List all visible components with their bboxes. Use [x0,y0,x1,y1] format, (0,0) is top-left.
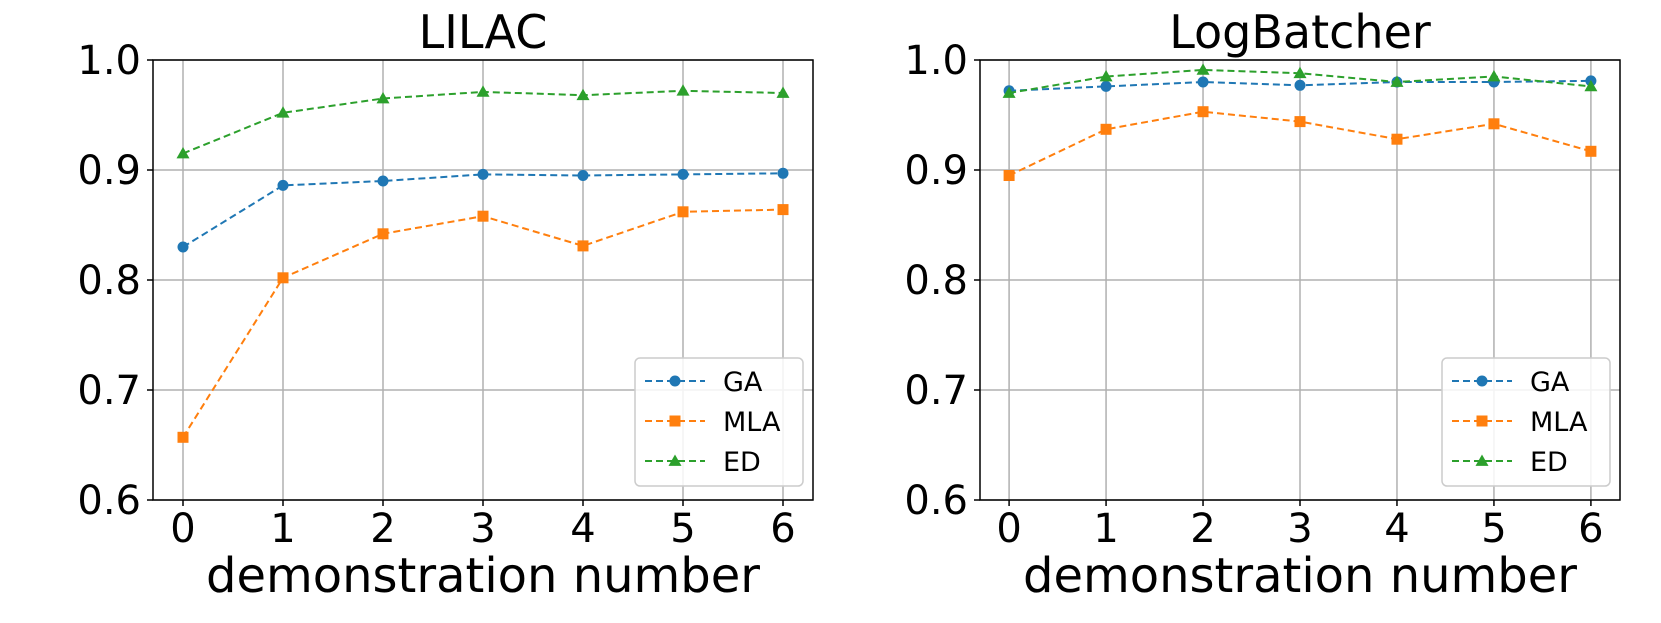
data-point [478,169,489,180]
chart-panel-1: 0 1 2 3 4 5 6 0.6 0.7 0.8 0.9 1.0 LogBatcher demonstr… [904,5,1620,604]
x-tick-label: 4 [570,506,595,552]
data-point [378,176,389,187]
data-point [677,84,690,95]
legend-label: MLA [723,407,781,438]
x-tick-label: 2 [1190,506,1215,552]
data-point [1101,81,1112,92]
chart-title: LILAC [419,5,548,59]
x-tick-label: 5 [670,506,695,552]
y-tick-label: 0.9 [904,148,968,194]
x-tick-label: 3 [1287,506,1312,552]
data-point [1198,106,1209,117]
data-point [578,240,589,251]
data-point [178,242,189,253]
x-tick-label: 5 [1481,506,1506,552]
data-point [678,206,689,217]
x-tick-label: 3 [470,506,495,552]
data-point [1391,134,1402,145]
data-point [378,228,389,239]
x-tick-label: 2 [370,506,395,552]
legend-label: ED [723,447,761,478]
y-tick-label: 0.9 [77,148,141,194]
y-tick-label: 0.6 [77,478,141,524]
data-point [778,204,789,215]
legend-marker [1477,416,1488,427]
data-point [778,168,789,179]
chart-panel-0: 0 1 2 3 4 5 6 0.6 0.7 0.8 0.9 1.0 LILAC demonstration… [77,5,813,604]
data-point [1585,146,1596,157]
data-point [478,211,489,222]
legend-marker [1477,376,1488,387]
x-tick-label: 0 [170,506,195,552]
y-tick-label: 1.0 [904,38,968,84]
data-point [1101,124,1112,135]
legend-label: GA [723,367,763,398]
data-point [178,432,189,443]
data-point [578,170,589,181]
legend: GA MLA ED [1442,358,1610,486]
data-point [1004,170,1015,181]
y-tick-label: 0.8 [77,258,141,304]
x-tick-label: 6 [1578,506,1603,552]
data-point [278,272,289,283]
legend-label: MLA [1530,407,1588,438]
data-point [1295,80,1306,91]
data-point [1295,116,1306,127]
x-axis-label: demonstration number [1023,548,1577,604]
x-tick-label: 1 [1093,506,1118,552]
x-tick-label: 1 [270,506,295,552]
x-tick-label: 6 [770,506,795,552]
data-point [1488,118,1499,129]
data-point [777,87,790,98]
y-tick-label: 0.7 [77,368,141,414]
data-point [1198,77,1209,88]
data-point [278,180,289,191]
y-tick-label: 0.8 [904,258,968,304]
legend-label: ED [1530,447,1568,478]
y-tick-label: 0.7 [904,368,968,414]
chart-title: LogBatcher [1169,5,1431,59]
legend-marker [670,376,681,387]
legend-label: GA [1530,367,1570,398]
x-tick-label: 4 [1384,506,1409,552]
y-tick-label: 1.0 [77,38,141,84]
data-point [1487,70,1500,81]
x-axis-label: demonstration number [206,548,760,604]
data-point [678,169,689,180]
legend: GA MLA ED [635,358,803,486]
x-tick-label: 0 [996,506,1021,552]
legend-marker [670,416,681,427]
y-tick-label: 0.6 [904,478,968,524]
